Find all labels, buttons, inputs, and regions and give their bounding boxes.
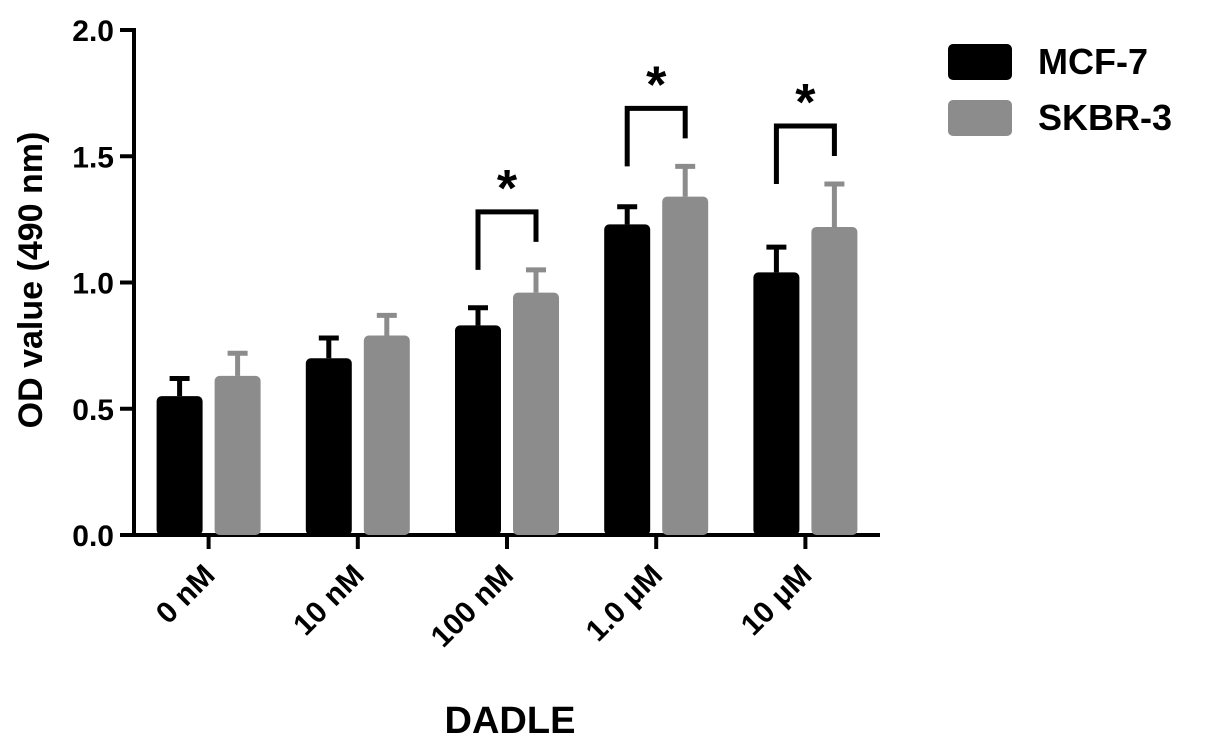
x-tick-label: 10 μM bbox=[735, 559, 818, 642]
bar bbox=[455, 325, 501, 535]
bar bbox=[604, 224, 651, 536]
significance-asterisk: * bbox=[795, 74, 816, 132]
bar bbox=[662, 196, 709, 535]
bar bbox=[753, 272, 800, 535]
bar bbox=[214, 375, 261, 535]
significance-asterisk: * bbox=[497, 160, 518, 218]
x-tick-label: 100 nM bbox=[425, 559, 520, 654]
y-tick-label: 0.0 bbox=[72, 520, 114, 553]
bar bbox=[513, 292, 559, 535]
significance-markers: * * * bbox=[475, 56, 837, 270]
y-axis-title: OD value (490 nm) bbox=[12, 132, 50, 429]
bars bbox=[156, 163, 858, 536]
x-tick-label: 0 nM bbox=[150, 559, 222, 631]
legend-label: MCF-7 bbox=[1038, 41, 1148, 82]
x-axis-title: DADLE bbox=[445, 700, 576, 742]
legend-label: SKBR-3 bbox=[1038, 97, 1172, 138]
bar bbox=[811, 226, 858, 535]
legend-swatch bbox=[948, 44, 1012, 80]
significance-bracket bbox=[773, 123, 837, 185]
bar bbox=[305, 358, 352, 535]
y-tick-label: 2.0 bbox=[72, 15, 114, 48]
y-tick-label: 0.5 bbox=[72, 394, 114, 427]
y-tick-label: 1.5 bbox=[72, 141, 114, 174]
bar bbox=[363, 335, 410, 535]
bar bbox=[156, 396, 203, 535]
legend-swatch bbox=[948, 100, 1012, 136]
significance-bracket bbox=[475, 209, 539, 270]
x-tick-label: 10 nM bbox=[287, 559, 370, 642]
significance-asterisk: * bbox=[646, 56, 667, 114]
significance-bracket bbox=[624, 105, 688, 167]
legend: MCF-7 SKBR-3 bbox=[948, 41, 1172, 138]
y-tick-label: 1.0 bbox=[72, 268, 114, 301]
x-tick-label: 1.0 μM bbox=[580, 559, 669, 648]
